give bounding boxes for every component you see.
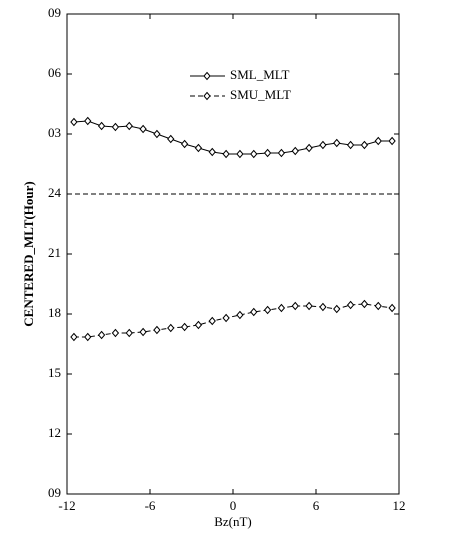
- x-tick-label: -6: [145, 498, 156, 513]
- data-point: [277, 148, 286, 158]
- data-point: [388, 303, 396, 313]
- data-point: [291, 301, 299, 311]
- legend-label: SML_MLT: [230, 67, 290, 82]
- data-point: [194, 320, 203, 330]
- data-point: [194, 143, 203, 153]
- data-point: [70, 117, 78, 127]
- x-tick-label: 6: [313, 498, 320, 513]
- x-axis-label: Bz(nT): [214, 514, 252, 529]
- legend-marker: [203, 91, 211, 101]
- data-point: [167, 323, 175, 333]
- data-point: [360, 140, 369, 150]
- x-tick-label: 0: [230, 498, 237, 513]
- data-point: [333, 304, 341, 314]
- y-tick-label: 15: [48, 365, 61, 380]
- data-point: [277, 303, 286, 313]
- y-tick-label: 03: [48, 125, 61, 140]
- data-point: [374, 136, 382, 146]
- data-point: [70, 332, 78, 342]
- data-point: [236, 310, 244, 320]
- series-line: [73, 303, 393, 338]
- data-point: [153, 325, 161, 335]
- data-point: [125, 328, 133, 338]
- y-tick-label: 12: [48, 425, 61, 440]
- data-point: [360, 299, 369, 309]
- data-point: [111, 122, 120, 132]
- data-point: [346, 300, 355, 310]
- series-line: [73, 120, 393, 155]
- data-point: [319, 140, 327, 150]
- x-tick-label: 12: [393, 498, 406, 513]
- data-point: [305, 143, 313, 153]
- y-tick-label: 24: [48, 185, 62, 200]
- data-point: [333, 138, 341, 148]
- data-point: [388, 136, 396, 146]
- data-point: [84, 116, 92, 126]
- data-point: [97, 121, 106, 131]
- data-point: [139, 124, 147, 134]
- data-point: [180, 139, 189, 149]
- legend-label: SMU_MLT: [230, 87, 291, 102]
- data-point: [346, 140, 355, 150]
- y-tick-label: 06: [48, 65, 62, 80]
- data-point: [97, 330, 106, 340]
- data-point: [84, 332, 92, 342]
- data-point: [180, 322, 189, 332]
- y-axis-label: CENTERED_MLT(Hour): [21, 181, 36, 326]
- data-point: [125, 121, 133, 131]
- y-tick-label: 18: [48, 305, 61, 320]
- data-point: [305, 301, 313, 311]
- legend-marker: [203, 71, 211, 81]
- y-tick-label: 09: [48, 485, 61, 500]
- data-point: [208, 147, 216, 157]
- data-point: [250, 307, 258, 317]
- data-point: [167, 134, 175, 144]
- data-point: [222, 149, 230, 159]
- data-point: [236, 149, 244, 159]
- y-tick-label: 09: [48, 5, 61, 20]
- x-tick-label: -12: [58, 498, 75, 513]
- data-point: [250, 149, 258, 159]
- data-point: [374, 301, 382, 311]
- data-point: [222, 313, 230, 323]
- data-point: [291, 146, 299, 156]
- data-point: [111, 328, 120, 338]
- data-point: [208, 316, 216, 326]
- y-tick-label: 21: [48, 245, 61, 260]
- data-point: [263, 305, 272, 315]
- data-point: [263, 148, 272, 158]
- data-point: [319, 302, 327, 312]
- data-point: [153, 129, 161, 139]
- data-point: [139, 327, 147, 337]
